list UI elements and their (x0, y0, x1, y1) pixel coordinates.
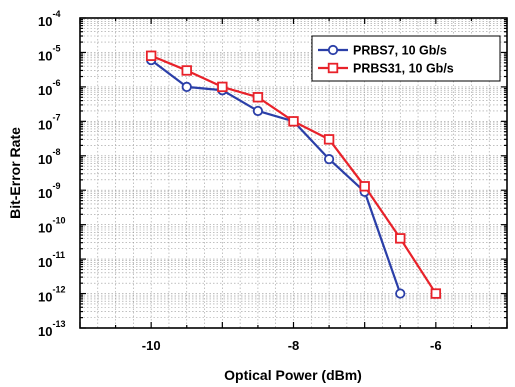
data-point (217, 81, 228, 93)
legend: PRBS7, 10 Gb/s PRBS31, 10 Gb/s (311, 35, 501, 82)
data-point (288, 116, 299, 127)
data-point (430, 288, 442, 299)
data-point (323, 154, 335, 165)
y-tick-label: 10-6 (38, 78, 60, 98)
legend-marker (327, 62, 339, 74)
x-tick-label: -6 (430, 338, 442, 353)
data-point (181, 81, 192, 92)
data-point (323, 134, 335, 145)
legend-box (311, 35, 501, 82)
legend-entry: PRBS7, 10 Gb/s (318, 44, 447, 58)
legend-label: PRBS31, 10 Gb/s (353, 62, 454, 76)
y-tick-label: 10-7 (38, 112, 60, 132)
legend-label: PRBS7, 10 Gb/s (353, 44, 447, 58)
x-tick-label: -8 (288, 338, 300, 353)
y-tick-label: 10-12 (38, 285, 65, 305)
data-point (359, 181, 370, 192)
data-point (252, 92, 264, 103)
y-tick-label: 10-4 (38, 9, 60, 29)
series-line (150, 54, 437, 295)
data-point (395, 288, 406, 299)
y-tick-label: 10-8 (38, 147, 60, 167)
y-tick-label: 10-9 (38, 181, 60, 201)
y-tick-label: 10-13 (38, 319, 65, 339)
ticks: -10 -8 -6 10-4 10-5 10-6 10-7 10-8 10-9 10-10 10-1… (38, 9, 508, 353)
series-2 (145, 50, 442, 299)
y-tick-label: 10-5 (38, 43, 60, 63)
series-layer (145, 50, 442, 299)
y-tick-label: 10-10 (38, 216, 65, 236)
data-point (395, 233, 406, 244)
data-point (252, 105, 264, 117)
x-tick-label: -10 (142, 338, 161, 353)
x-axis-title: Optical Power (dBm) (224, 367, 362, 383)
legend-marker (327, 44, 339, 56)
data-point (181, 65, 192, 76)
legend-entry: PRBS31, 10 Gb/s (318, 62, 454, 76)
y-axis-title: Bit-Error Rate (7, 127, 23, 219)
data-point (145, 50, 157, 61)
series-line (150, 59, 402, 294)
y-tick-label: 10-11 (38, 250, 65, 270)
